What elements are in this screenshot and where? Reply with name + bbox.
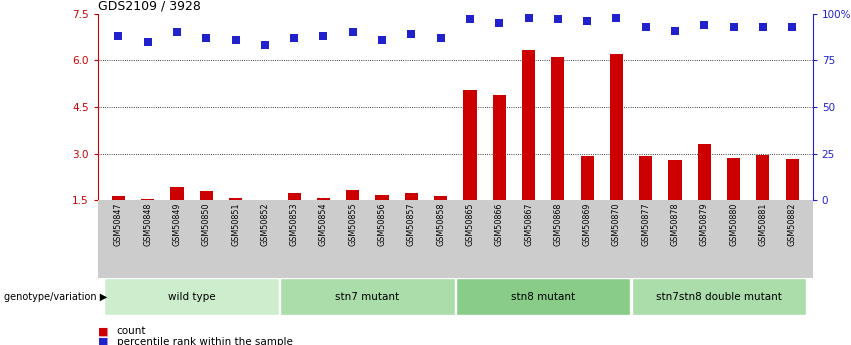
Point bbox=[785, 24, 799, 30]
Text: GSM50877: GSM50877 bbox=[641, 203, 650, 246]
Text: genotype/variation ▶: genotype/variation ▶ bbox=[4, 292, 107, 302]
Bar bbox=[610, 53, 623, 247]
Text: ■: ■ bbox=[98, 337, 108, 345]
Point bbox=[258, 43, 271, 48]
Point bbox=[229, 37, 243, 43]
Text: GSM50869: GSM50869 bbox=[583, 203, 591, 246]
Text: GSM50847: GSM50847 bbox=[114, 203, 123, 246]
Bar bbox=[288, 193, 300, 247]
Bar bbox=[639, 156, 653, 247]
Bar bbox=[727, 158, 740, 247]
Text: GSM50870: GSM50870 bbox=[612, 203, 621, 246]
Bar bbox=[668, 160, 682, 247]
Point bbox=[288, 35, 301, 41]
Text: GSM50879: GSM50879 bbox=[700, 203, 709, 246]
Text: GSM50848: GSM50848 bbox=[143, 203, 152, 246]
Text: GSM50867: GSM50867 bbox=[524, 203, 533, 246]
Bar bbox=[434, 196, 448, 247]
Text: ■: ■ bbox=[98, 326, 108, 336]
Point bbox=[199, 35, 213, 41]
Text: GSM50855: GSM50855 bbox=[348, 203, 357, 246]
Bar bbox=[375, 195, 389, 247]
Point bbox=[668, 28, 682, 33]
Text: stn7stn8 double mutant: stn7stn8 double mutant bbox=[656, 292, 782, 302]
Point bbox=[463, 17, 477, 22]
Point bbox=[141, 39, 155, 45]
Text: GSM50866: GSM50866 bbox=[494, 203, 504, 246]
Point bbox=[170, 30, 184, 35]
Text: GSM50854: GSM50854 bbox=[319, 203, 328, 246]
Point bbox=[727, 24, 740, 30]
Text: GSM50880: GSM50880 bbox=[729, 203, 738, 246]
Bar bbox=[463, 90, 477, 247]
Bar bbox=[698, 144, 711, 247]
Text: GSM50856: GSM50856 bbox=[378, 203, 386, 246]
Bar bbox=[229, 198, 243, 247]
Point bbox=[522, 15, 535, 20]
Point bbox=[346, 30, 360, 35]
Text: GSM50857: GSM50857 bbox=[407, 203, 416, 246]
Point bbox=[375, 37, 389, 43]
Bar bbox=[258, 201, 271, 247]
Point bbox=[609, 15, 623, 20]
Bar bbox=[200, 191, 213, 247]
Bar bbox=[456, 278, 631, 315]
Bar bbox=[493, 95, 505, 247]
Bar bbox=[141, 199, 154, 247]
Point bbox=[404, 31, 418, 37]
Text: GDS2109 / 3928: GDS2109 / 3928 bbox=[98, 0, 201, 13]
Text: GSM50878: GSM50878 bbox=[671, 203, 679, 246]
Bar bbox=[346, 190, 359, 247]
Point bbox=[756, 24, 769, 30]
Point bbox=[639, 24, 653, 30]
Point bbox=[580, 19, 594, 24]
Bar bbox=[280, 278, 454, 315]
Point bbox=[317, 33, 330, 39]
Bar bbox=[757, 155, 769, 247]
Text: GSM50852: GSM50852 bbox=[260, 203, 270, 246]
Text: percentile rank within the sample: percentile rank within the sample bbox=[117, 337, 293, 345]
Bar bbox=[111, 196, 125, 247]
Text: GSM50858: GSM50858 bbox=[436, 203, 445, 246]
Text: stn8 mutant: stn8 mutant bbox=[511, 292, 575, 302]
Text: count: count bbox=[117, 326, 146, 336]
Text: GSM50881: GSM50881 bbox=[758, 203, 768, 246]
Bar bbox=[631, 278, 806, 315]
Bar bbox=[551, 57, 564, 247]
Bar bbox=[580, 156, 594, 247]
Bar bbox=[405, 193, 418, 247]
Bar bbox=[785, 159, 799, 247]
Text: GSM50849: GSM50849 bbox=[173, 203, 181, 246]
Point bbox=[698, 22, 711, 28]
Point bbox=[111, 33, 125, 39]
Bar bbox=[170, 187, 184, 247]
Bar bbox=[522, 50, 535, 247]
Text: GSM50868: GSM50868 bbox=[553, 203, 563, 246]
Point bbox=[551, 17, 564, 22]
Text: GSM50865: GSM50865 bbox=[465, 203, 475, 246]
Point bbox=[493, 20, 506, 26]
Text: stn7 mutant: stn7 mutant bbox=[335, 292, 399, 302]
Bar bbox=[317, 198, 330, 247]
Text: wild type: wild type bbox=[168, 292, 215, 302]
Bar bbox=[105, 278, 279, 315]
Text: GSM50882: GSM50882 bbox=[788, 203, 797, 246]
Text: GSM50853: GSM50853 bbox=[289, 203, 299, 246]
Point bbox=[434, 35, 448, 41]
Text: GSM50851: GSM50851 bbox=[231, 203, 240, 246]
Text: GSM50850: GSM50850 bbox=[202, 203, 211, 246]
